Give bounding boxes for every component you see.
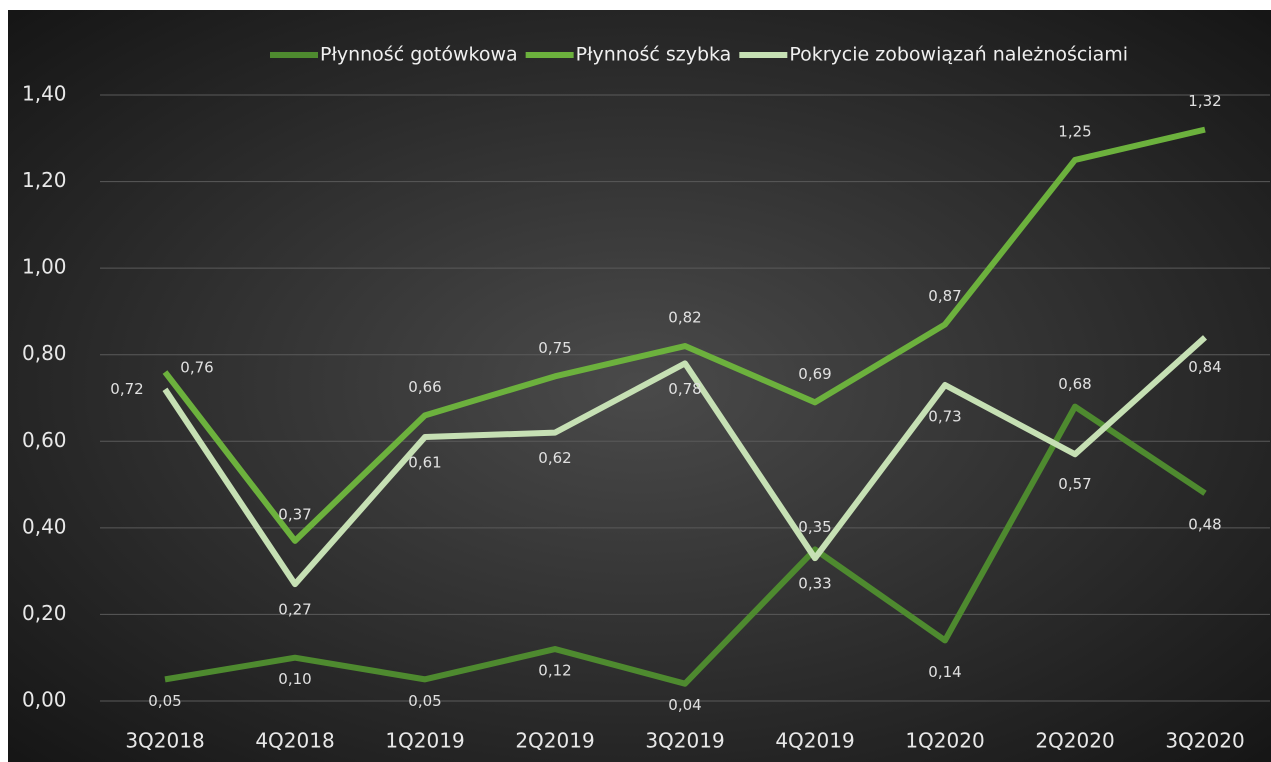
data-label: 0,76 [180, 359, 213, 377]
data-label: 0,14 [928, 663, 961, 681]
x-tick-label: 3Q2020 [1165, 729, 1244, 753]
x-tick-label: 1Q2020 [905, 729, 984, 753]
data-label: 0,66 [408, 378, 441, 396]
data-label: 0,87 [928, 287, 961, 305]
data-label: 0,62 [538, 449, 571, 467]
legend-label: Płynność szybka [576, 44, 732, 66]
data-label: 0,73 [928, 408, 961, 426]
data-label: 0,05 [408, 692, 441, 710]
data-label: 0,75 [538, 339, 571, 357]
data-label: 0,37 [278, 505, 311, 523]
x-tick-label: 3Q2018 [125, 729, 204, 753]
data-label: 0,61 [408, 453, 441, 471]
series-line [164, 403, 1207, 687]
data-label: 0,04 [668, 696, 701, 714]
data-label: 0,10 [278, 670, 311, 688]
y-tick-label: 0,40 [22, 514, 67, 538]
x-tick-label: 2Q2020 [1035, 729, 1114, 753]
data-label: 0,27 [278, 601, 311, 619]
y-tick-label: 1,40 [22, 82, 67, 106]
data-label: 0,82 [668, 309, 701, 327]
y-tick-label: 0,80 [22, 341, 67, 365]
y-tick-label: 0,60 [22, 428, 67, 452]
data-label: 0,05 [148, 692, 181, 710]
data-label: 0,12 [538, 662, 571, 680]
data-label: 0,35 [798, 518, 831, 536]
data-label: 0,78 [668, 380, 701, 398]
data-label: 0,33 [798, 575, 831, 593]
y-tick-label: 0,00 [22, 688, 67, 712]
y-tick-label: 0,20 [22, 601, 67, 625]
legend-label: Pokrycie zobowiązań należnościami [789, 44, 1128, 66]
data-label: 1,25 [1058, 122, 1091, 140]
data-label: 0,48 [1188, 516, 1221, 534]
legend-label: Płynność gotówkowa [320, 44, 518, 66]
data-label: 1,32 [1188, 92, 1221, 110]
data-label: 0,69 [798, 365, 831, 383]
x-tick-label: 4Q2019 [775, 729, 854, 753]
x-tick-label: 2Q2019 [515, 729, 594, 753]
x-tick-label: 1Q2019 [385, 729, 464, 753]
data-label: 0,57 [1058, 475, 1091, 493]
x-tick-label: 3Q2019 [645, 729, 724, 753]
y-tick-label: 1,00 [22, 255, 67, 279]
series-line [162, 126, 1206, 544]
series-line [162, 335, 1208, 588]
data-label: 0,84 [1188, 358, 1221, 376]
data-label: 0,72 [110, 380, 143, 398]
y-tick-label: 1,20 [22, 168, 67, 192]
data-label: 0,68 [1058, 375, 1091, 393]
x-tick-label: 4Q2018 [255, 729, 334, 753]
